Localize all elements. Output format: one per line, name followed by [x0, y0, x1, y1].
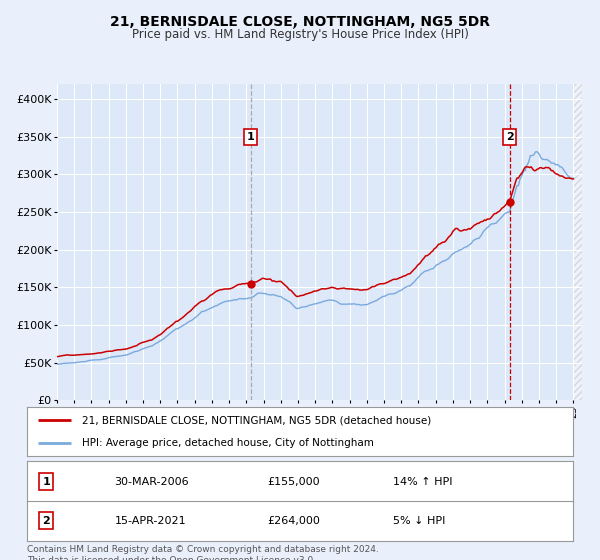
Text: 2: 2 — [506, 132, 514, 142]
Text: Contains HM Land Registry data © Crown copyright and database right 2024.
This d: Contains HM Land Registry data © Crown c… — [27, 545, 379, 560]
Text: 2: 2 — [42, 516, 50, 526]
Text: 15-APR-2021: 15-APR-2021 — [115, 516, 186, 526]
Text: 21, BERNISDALE CLOSE, NOTTINGHAM, NG5 5DR (detached house): 21, BERNISDALE CLOSE, NOTTINGHAM, NG5 5D… — [82, 416, 431, 426]
Text: 21, BERNISDALE CLOSE, NOTTINGHAM, NG5 5DR: 21, BERNISDALE CLOSE, NOTTINGHAM, NG5 5D… — [110, 15, 490, 29]
Text: £155,000: £155,000 — [267, 477, 320, 487]
Text: 5% ↓ HPI: 5% ↓ HPI — [393, 516, 445, 526]
Text: 14% ↑ HPI: 14% ↑ HPI — [393, 477, 452, 487]
Text: HPI: Average price, detached house, City of Nottingham: HPI: Average price, detached house, City… — [82, 438, 373, 448]
Text: 1: 1 — [247, 132, 254, 142]
Text: 1: 1 — [42, 477, 50, 487]
Text: £264,000: £264,000 — [267, 516, 320, 526]
Text: Price paid vs. HM Land Registry's House Price Index (HPI): Price paid vs. HM Land Registry's House … — [131, 28, 469, 41]
Text: 30-MAR-2006: 30-MAR-2006 — [115, 477, 189, 487]
